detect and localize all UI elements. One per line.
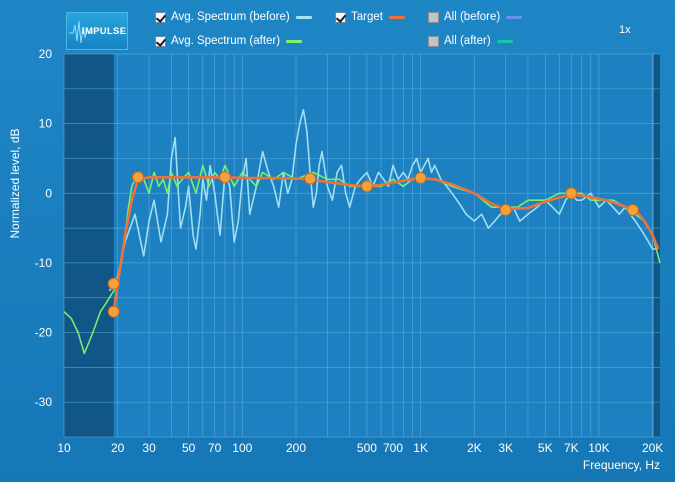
- x-tick-label: 2K: [467, 441, 482, 455]
- series-line-target: [112, 176, 660, 312]
- target-point-handle[interactable]: [131, 171, 144, 184]
- zoom-level[interactable]: 1x: [619, 24, 631, 36]
- y-tick-label: 20: [39, 47, 53, 61]
- x-tick-label: 500: [357, 441, 377, 455]
- legend-avg-before[interactable]: Avg. Spectrum (before): [155, 8, 312, 26]
- target-point-handle[interactable]: [626, 203, 639, 216]
- legend-label: All (after): [444, 35, 491, 47]
- x-tick-label: 50: [182, 441, 196, 455]
- x-tick-label: 7K: [564, 441, 579, 455]
- legend-avg-after[interactable]: Avg. Spectrum (after): [155, 32, 303, 50]
- checkbox-all-after[interactable]: [428, 35, 439, 47]
- target-point-handle[interactable]: [499, 203, 512, 216]
- legend-all-after[interactable]: All (after): [428, 32, 513, 50]
- x-tick-label: 10K: [588, 441, 609, 455]
- target-point-handle[interactable]: [107, 277, 120, 290]
- legend-all-before[interactable]: All (before): [428, 8, 523, 26]
- plot-background: [64, 54, 660, 437]
- target-point-handle[interactable]: [565, 187, 578, 200]
- legend-swatch: [295, 15, 312, 19]
- legend-swatch: [506, 15, 523, 19]
- legend-label: All (before): [444, 11, 501, 23]
- checkbox-target[interactable]: [335, 11, 346, 23]
- plot-area: [64, 54, 660, 437]
- waveform-icon: [69, 20, 92, 44]
- y-tick-label: -30: [35, 395, 53, 409]
- x-tick-label: 30: [142, 441, 156, 455]
- target-point-handle[interactable]: [414, 171, 427, 184]
- checkbox-avg-before[interactable]: [155, 11, 166, 23]
- x-tick-label: 10: [57, 441, 71, 455]
- legend-swatch: [286, 39, 303, 43]
- x-tick-label: 20K: [642, 441, 663, 455]
- series-line-avg-spectrum-before: [108, 108, 657, 292]
- excluded-range-shade: [64, 54, 114, 437]
- target-points[interactable]: [107, 171, 639, 318]
- impulse-logo[interactable]: IMPULSE: [66, 12, 128, 50]
- legend-label: Avg. Spectrum (after): [171, 35, 281, 47]
- target-point-handle[interactable]: [360, 180, 373, 193]
- logo-text: IMPULSE: [82, 26, 127, 37]
- y-axis-title: Normalized level, dB: [8, 128, 22, 238]
- x-axis-title: Frequency, Hz: [583, 458, 660, 472]
- legend-label: Avg. Spectrum (before): [171, 11, 290, 23]
- series-layer: [63, 108, 661, 355]
- legend-label: Target: [351, 11, 383, 23]
- x-tick-label: 100: [232, 441, 252, 455]
- x-tick-label: 200: [286, 441, 306, 455]
- x-tick-label: 20: [111, 441, 125, 455]
- checkbox-all-before[interactable]: [428, 11, 439, 23]
- grid: [63, 53, 660, 438]
- x-tick-label: 700: [383, 441, 403, 455]
- y-tick-label: -20: [35, 326, 53, 340]
- checkbox-avg-after[interactable]: [155, 35, 166, 47]
- x-tick-label: 3K: [498, 441, 513, 455]
- x-tick-label: 70: [208, 441, 222, 455]
- x-tick-label: 5K: [538, 441, 553, 455]
- y-tick-label: 0: [45, 186, 52, 200]
- legend-swatch: [496, 39, 513, 43]
- legend-swatch: [388, 15, 405, 19]
- y-tick-label: 10: [39, 117, 53, 131]
- target-point-handle[interactable]: [219, 171, 232, 184]
- target-point-handle[interactable]: [107, 305, 120, 318]
- y-tick-label: -10: [35, 256, 53, 270]
- x-tick-label: 1K: [413, 441, 428, 455]
- legend-target[interactable]: Target: [335, 8, 405, 26]
- target-point-handle[interactable]: [304, 172, 317, 185]
